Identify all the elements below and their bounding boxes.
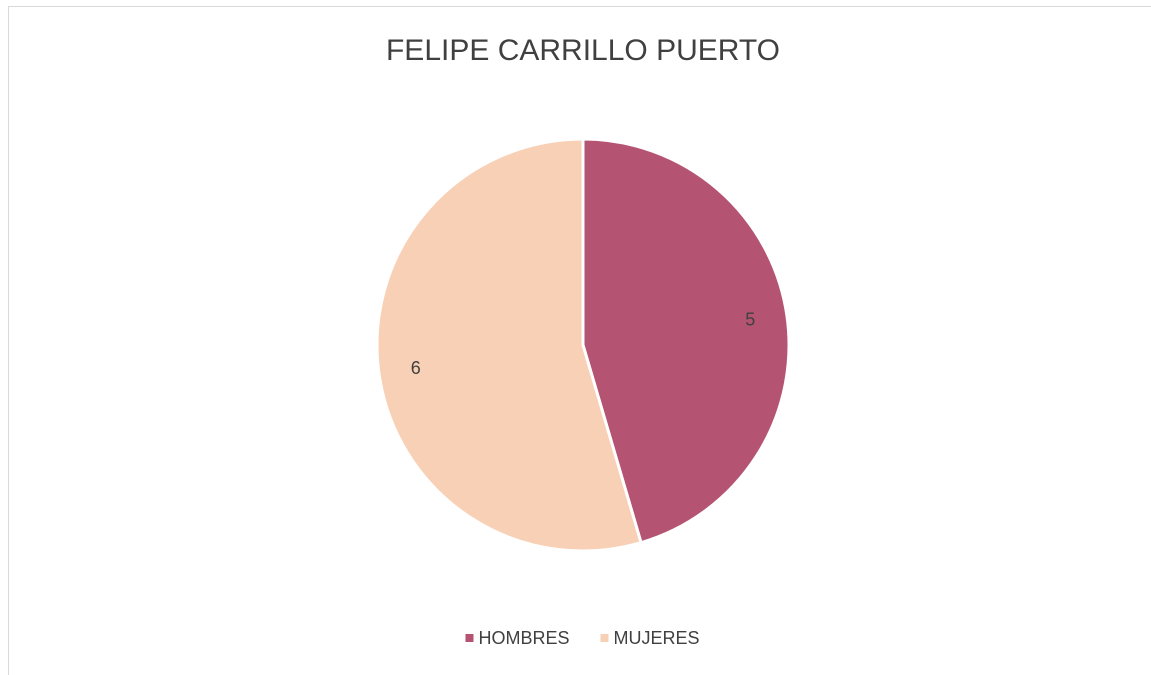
pie-slice xyxy=(581,137,791,545)
legend-swatch xyxy=(465,634,474,642)
data-label: 6 xyxy=(411,358,421,378)
pie-slice xyxy=(375,137,643,553)
data-label: 5 xyxy=(745,310,755,330)
legend-label: HOMBRES xyxy=(478,628,569,648)
legend-label: MUJERES xyxy=(614,628,700,648)
chart-title: FELIPE CARRILLO PUERTO xyxy=(386,34,780,67)
legend-swatch xyxy=(600,634,609,642)
